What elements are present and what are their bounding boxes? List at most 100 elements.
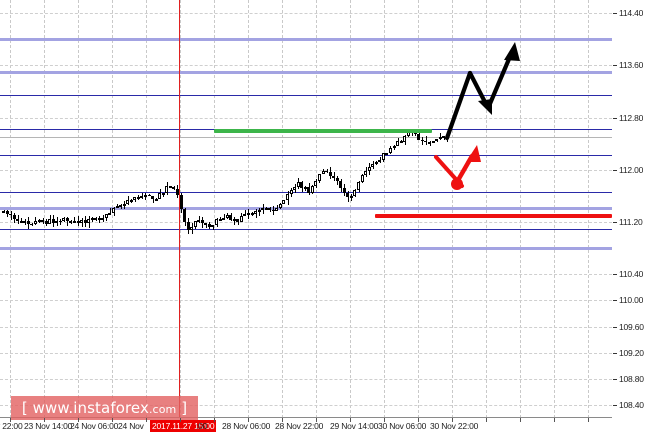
candle-body — [155, 198, 158, 201]
price-axis-tick — [613, 378, 617, 380]
candle-body — [219, 219, 222, 221]
candle-body — [311, 186, 314, 193]
time-axis-tick — [418, 418, 419, 422]
candle-body — [403, 136, 406, 142]
candle-wick — [67, 217, 68, 226]
price-axis-tick-label: 112.00 — [619, 164, 644, 175]
candle-body — [336, 177, 339, 182]
black-down-arrow[interactable] — [467, 70, 492, 115]
candle-body — [442, 136, 445, 139]
time-axis-tick — [554, 418, 555, 422]
candle-wick — [153, 195, 154, 204]
time-axis-tick-label: 28 Nov 22:00 — [275, 421, 324, 431]
candle-body — [329, 171, 332, 177]
price-level-line[interactable] — [0, 192, 612, 194]
horizontal-gridline — [0, 222, 612, 224]
current-time-label: 2017.11.27 15:00 — [150, 420, 217, 432]
candle-body — [69, 221, 72, 223]
candle-wick — [259, 207, 260, 216]
price-level-line[interactable] — [0, 207, 612, 211]
candle-body — [9, 213, 12, 216]
price-level-line[interactable] — [0, 71, 612, 75]
price-level-line[interactable] — [0, 228, 612, 230]
candle-body — [180, 195, 183, 209]
time-axis-tick — [146, 418, 147, 422]
candle-wick — [220, 216, 221, 222]
candle-body — [258, 209, 261, 212]
candle-body — [190, 226, 193, 230]
price-level-line[interactable] — [0, 247, 612, 251]
price-axis-tick-label: 110.00 — [619, 295, 644, 306]
candle-body — [62, 217, 65, 222]
price-level-line[interactable] — [0, 136, 612, 138]
candle-body — [165, 186, 168, 193]
candle-body — [16, 218, 19, 222]
horizontal-gridline — [0, 352, 612, 354]
candle-wick — [149, 193, 150, 196]
time-axis-tick-label: v 22:00 — [0, 421, 23, 431]
price-axis-tick-label: 108.80 — [619, 373, 644, 384]
candle-body — [144, 194, 147, 197]
time-axis-tick-label: 29 Nov 14:00 — [330, 421, 379, 431]
horizontal-gridline — [0, 326, 612, 328]
candle-body — [343, 188, 346, 193]
candle-body — [417, 133, 420, 140]
green-resistance-line[interactable] — [214, 129, 432, 133]
price-axis-tick — [613, 169, 617, 171]
price-level-line[interactable] — [0, 37, 612, 41]
candle-body — [215, 219, 218, 226]
candle-body — [148, 194, 151, 197]
candle-body — [158, 193, 161, 199]
time-axis-tick — [316, 418, 317, 422]
candle-body — [126, 199, 129, 204]
candle-body — [332, 176, 335, 178]
plot-area[interactable] — [0, 0, 612, 418]
candle-body — [322, 171, 325, 174]
candle-body — [421, 139, 424, 142]
time-axis-tick — [350, 418, 351, 422]
candle-body — [325, 171, 328, 173]
price-level-line[interactable] — [0, 155, 612, 157]
time-axis-tick — [486, 418, 487, 422]
candle-wick — [74, 217, 75, 223]
candle-body — [364, 171, 367, 175]
time-axis-tick — [384, 418, 385, 422]
candle-wick — [206, 222, 207, 229]
candle-body — [318, 173, 321, 182]
candle-body — [314, 181, 317, 187]
candle-body — [243, 214, 246, 217]
candle-body — [84, 219, 87, 223]
candle-body — [98, 218, 101, 221]
red-support-line[interactable] — [375, 214, 612, 218]
candle-body — [304, 187, 307, 190]
candle-body — [119, 204, 122, 207]
candle-body — [382, 153, 385, 161]
price-axis-tick — [613, 404, 617, 406]
time-axis-tick-label: 24 Nov 06:00 — [70, 421, 119, 431]
candle-body — [130, 199, 133, 202]
candle-body — [393, 146, 396, 149]
price-axis-tick-label: 113.60 — [619, 60, 644, 71]
candle-body — [172, 187, 175, 189]
candle-body — [272, 209, 275, 212]
price-level-line[interactable] — [0, 95, 612, 97]
red-entry-arrow[interactable] — [451, 145, 481, 190]
time-axis-tick — [180, 418, 181, 422]
watermark-domain: www.instaforex — [32, 399, 149, 417]
candle-body — [375, 162, 378, 165]
candle-body — [77, 221, 80, 223]
candle-body — [371, 164, 374, 168]
candle-wick — [440, 133, 441, 140]
candle-wick — [256, 209, 257, 219]
candle-body — [94, 218, 97, 221]
candle-body — [6, 211, 9, 214]
candle-body — [55, 221, 58, 224]
candle-body — [13, 215, 16, 219]
price-axis-tick-label: 114.40 — [619, 8, 644, 19]
price-axis[interactable]: 114.01113.49113.14112.63112.51112.22111.… — [612, 0, 665, 418]
candle-body — [307, 187, 310, 193]
time-axis-tick — [78, 418, 79, 422]
candle-body — [211, 225, 214, 228]
red-diagonal-segment[interactable] — [434, 155, 464, 188]
